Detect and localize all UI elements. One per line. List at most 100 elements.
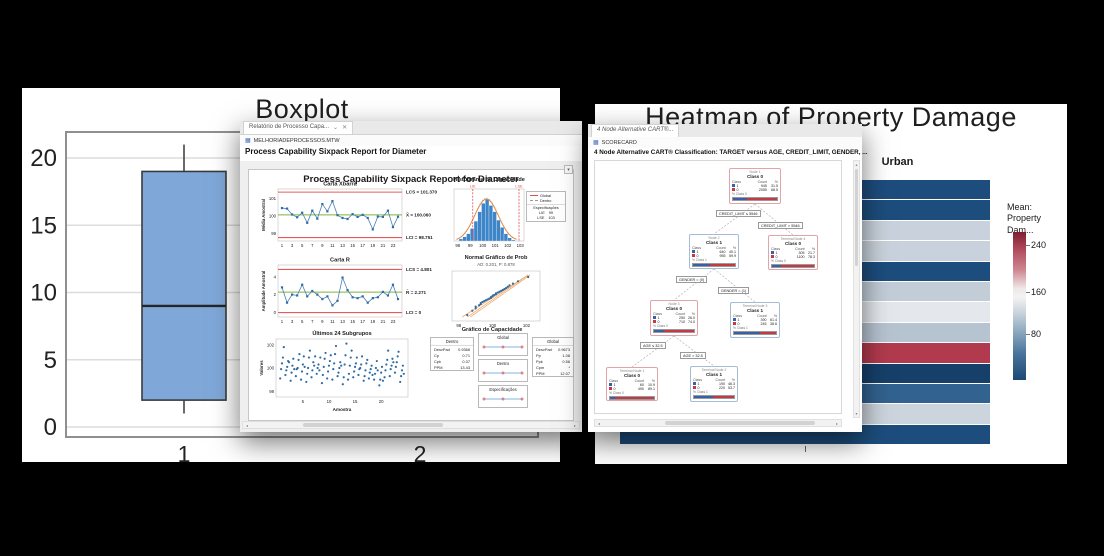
spec-box-title: Especificações [527, 204, 565, 210]
y-tick-label: 10 [30, 280, 57, 307]
tree-node-n2[interactable]: Node 2 Class 1 Class Count% 1 640 40.1 0 955 59.9… [689, 234, 739, 269]
cart-horizontal-scrollbar[interactable]: ◂ ▸ [594, 419, 842, 427]
tree-node-tn1[interactable]: Terminal Node 1 Class 0 Class Count% 1 60 10.9… [606, 367, 658, 401]
node-bar-caption: % Class 0 [653, 324, 668, 328]
sixpack-tab[interactable]: Relatório de Processo Capa... ⌄ ✕ [243, 121, 354, 134]
cart-tab[interactable]: 4 Node Alternative CART®... [591, 124, 680, 137]
scroll-right-icon[interactable]: ▸ [835, 420, 838, 426]
sixpack-worksheet-row: ▦ MELHORIADEPROCESSOS.MTW [240, 135, 582, 146]
chevron-down-icon[interactable]: ⌄ [333, 125, 339, 131]
node-class: Class 1 [705, 240, 723, 245]
scroll-left-icon[interactable]: ◂ [597, 420, 600, 426]
sixpack-doc-title: Process Capability Sixpack Report for Di… [245, 147, 427, 156]
split-label-s5[interactable]: AGE ≤ 32.5 [640, 342, 666, 349]
node-class-bar [733, 330, 777, 335]
boxplot-title: Boxplot [255, 94, 349, 124]
node-class-row: 1 945 31.5 [732, 184, 778, 188]
legend-title-line2: Property Dam... [1007, 213, 1042, 235]
table-title: Global [533, 338, 573, 346]
node-kind: Node 3 [668, 302, 680, 306]
node-kind: Node 2 [708, 236, 720, 240]
split-label-s1[interactable]: CREDIT_LIMIT ≤ 5546 [716, 210, 761, 217]
node-class-row: 0 2055 68.5 [732, 188, 778, 192]
legend-tick-mark [1026, 292, 1030, 293]
close-icon[interactable]: ✕ [342, 125, 348, 131]
scrollbar-thumb[interactable] [303, 423, 443, 427]
node-class: Class 0 [623, 373, 641, 378]
x-category-label: 2 [414, 441, 427, 462]
tree-node-root[interactable]: Node 1 Class 0 Class Count% 1 945 31.5 0 2055 68.… [729, 168, 781, 204]
split-label-s2[interactable]: CREDIT_LIMIT > 5546 [758, 222, 803, 229]
legend-tick-label: 240 [1031, 240, 1047, 250]
node-class-row: 0 490 89.1 [609, 387, 655, 391]
split-label-s3[interactable]: GENDER = (0) [676, 276, 708, 283]
legend-tick-label: 80 [1031, 329, 1042, 339]
interval-plot-global: Global [478, 333, 528, 356]
node-table-header: Class Count% [653, 311, 695, 316]
cart-tab-title: 4 Node Alternative CART®... [597, 127, 674, 133]
node-class: Class 0 [784, 241, 802, 246]
node-class-row: 1 390 61.4 [733, 318, 777, 322]
tree-node-tn4[interactable]: Terminal Node 4 Class 0 Class Count% 1 305 21.… [768, 235, 818, 270]
split-label-s6[interactable]: AGE > 32.5 [680, 352, 706, 359]
table-row: Cpm * [536, 364, 570, 370]
scrollbar-thumb[interactable] [665, 421, 815, 425]
node-bar-caption: % Class 0 [732, 192, 747, 196]
scroll-left-icon[interactable]: ◂ [245, 422, 248, 428]
tree-node-n3[interactable]: Node 3 Class 0 Class Count% 1 250 26.0 0 710 74.0… [650, 300, 698, 336]
cart-vertical-scrollbar[interactable]: ▴ ▾ [853, 160, 860, 418]
cart-worksheet-name: SCORECARD [601, 139, 637, 146]
interval-line [482, 397, 524, 401]
interval-label: Dentro [496, 361, 510, 366]
node-bar-caption: % Class 1 [733, 326, 748, 330]
scroll-up-icon[interactable]: ▴ [855, 162, 858, 167]
table-title: Dentro [431, 338, 473, 346]
scrollbar-thumb[interactable] [855, 169, 858, 267]
sixpack-window: Relatório de Processo Capa... ⌄ ✕ ▦ MELH… [240, 121, 582, 432]
y-tick-label: 0 [44, 414, 57, 441]
node-class-row: 1 190 46.3 [693, 382, 735, 386]
cart-doc-title: 4 Node Alternative CART® Classification:… [594, 149, 868, 156]
legend-tick-label: 160 [1031, 287, 1047, 297]
interval-label: Especificações [489, 387, 517, 392]
node-bar-caption: % Class 0 [609, 391, 624, 395]
node-class-bar [653, 328, 695, 333]
table-row: DesvPad 0.9366 [434, 346, 470, 352]
node-class-row: 0 245 38.6 [733, 322, 777, 326]
node-class-row: 0 710 74.0 [653, 320, 695, 324]
scroll-right-icon[interactable]: ▸ [573, 422, 576, 428]
scroll-down-icon[interactable]: ▾ [855, 411, 858, 416]
node-class-row: 0 1100 78.3 [771, 255, 815, 259]
node-bar-caption: % Class 0 [771, 259, 786, 263]
node-class: Class 0 [665, 306, 683, 311]
interval-line [482, 371, 524, 375]
sixpack-horizontal-scrollbar[interactable]: ◂ ▸ [242, 421, 580, 429]
capability-dentro-table: Dentro DesvPad 0.9366 Cp 0.71 Cpk 0.37 PPM 13.43 [430, 337, 474, 371]
cart-window: 4 Node Alternative CART®... ▦ SCORECARD … [588, 124, 867, 432]
node-kind: Terminal Node 2 [701, 368, 727, 372]
node-class-bar [771, 263, 815, 268]
node-class-bar [692, 262, 736, 267]
node-table-header: Class Count% [609, 378, 655, 383]
scroll-down-button[interactable]: ▾ [564, 165, 573, 174]
split-label-s4[interactable]: GENDER = (1) [718, 287, 750, 294]
y-tick-label: 20 [30, 145, 57, 172]
sixpack-report-title: Process Capability Sixpack Report for Di… [303, 174, 519, 185]
capability-global-table: Global DesvPad 0.9673 Pp 1.08 Ppk 0.56 Cpm * PPM 1… [532, 337, 574, 377]
spec-row: LSE 103 [537, 215, 555, 220]
node-class-row: 1 60 10.9 [609, 383, 655, 387]
histogram-legend: Global Dentro Especificações LIE 99 LSE 103 [526, 191, 566, 222]
box [141, 170, 227, 401]
legend-swatch [530, 200, 538, 201]
node-bar-caption: % Class 1 [692, 258, 707, 262]
node-table-header: Class Count% [732, 179, 778, 184]
node-table-header: Class Count% [771, 246, 816, 251]
node-class-bar [693, 394, 735, 399]
tree-node-tn3[interactable]: Terminal Node 3 Class 1 Class Count% 1 390 61.… [730, 302, 780, 338]
node-class: Class 0 [746, 174, 764, 179]
node-class-row: 1 305 21.7 [771, 251, 815, 255]
cart-tab-bar: 4 Node Alternative CART®... [588, 124, 862, 138]
table-row: PPM 12.07 [536, 370, 570, 376]
tree-node-tn2[interactable]: Terminal Node 2 Class 1 Class Count% 1 190 46.… [690, 366, 738, 402]
